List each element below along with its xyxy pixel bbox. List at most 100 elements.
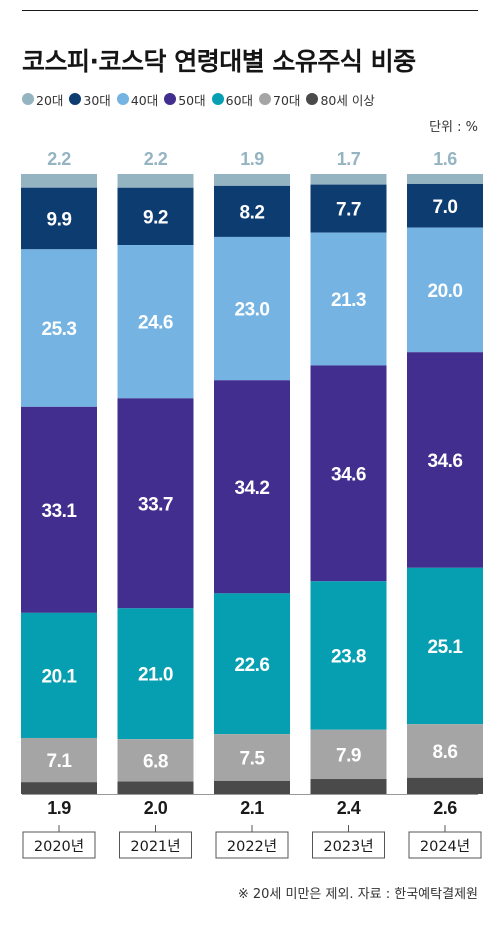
bar-segment	[117, 174, 194, 188]
category-label: 2020년	[34, 838, 84, 855]
bar-segment	[407, 174, 483, 184]
data-label: 20.0	[428, 281, 463, 302]
bar-segment	[214, 380, 290, 594]
category-label: 2021년	[130, 838, 180, 855]
bar-segment	[117, 245, 194, 399]
chart-legend: 20대 30대 40대 50대 60대 70대 80세 이상	[22, 89, 482, 109]
legend-item: 40대	[116, 90, 159, 109]
bar-segment	[407, 227, 483, 353]
data-label: 6.8	[143, 751, 168, 772]
data-label: 34.6	[331, 464, 366, 485]
unit-label: 단위 : %	[429, 120, 478, 135]
data-label: 7.7	[336, 200, 361, 221]
data-label: 7.5	[240, 749, 266, 770]
data-label: 9.2	[143, 207, 168, 228]
data-label: 7.9	[336, 745, 361, 766]
category-box	[22, 831, 96, 859]
bar-segment	[214, 174, 290, 186]
data-label: 20.1	[42, 666, 78, 687]
data-label: 2.6	[433, 798, 457, 818]
data-label: 1.9	[240, 149, 264, 169]
data-label: 9.9	[47, 210, 72, 231]
legend-item: 20대	[22, 90, 63, 109]
legend-swatch	[306, 93, 319, 105]
legend-label: 70대	[273, 92, 301, 108]
category-label: 2024년	[420, 838, 470, 855]
bar-segment	[21, 782, 97, 794]
data-label: 22.6	[235, 655, 270, 676]
bar-segment	[214, 593, 290, 735]
bar-segment	[21, 249, 97, 407]
bar-segment	[214, 185, 290, 237]
bar-segment	[117, 739, 194, 782]
data-label: 25.3	[42, 319, 77, 340]
legend-item: 70대	[259, 90, 300, 109]
bar-segment	[214, 780, 290, 794]
bar-segment	[21, 187, 97, 250]
legend-swatch	[164, 93, 177, 105]
bar-segment	[407, 777, 483, 794]
legend-label: 40대	[130, 92, 159, 108]
bar-segment	[310, 365, 387, 582]
data-label: 1.6	[433, 149, 457, 169]
legend-item: 60대	[211, 90, 254, 109]
bar-segment	[310, 174, 387, 185]
bar-segment	[407, 567, 483, 725]
legend-label: 50대	[178, 92, 206, 108]
bar-segment	[407, 352, 483, 568]
bar-segment	[214, 734, 290, 781]
legend-item: 50대	[164, 90, 206, 109]
legend-swatch	[22, 93, 34, 105]
category-box	[215, 831, 289, 859]
legend-swatch	[69, 93, 82, 105]
legend-label: 80세 이상	[320, 92, 375, 108]
bar-segment	[21, 612, 97, 738]
bar-segment	[407, 724, 483, 778]
legend-label: 60대	[225, 92, 254, 108]
bar-segment	[117, 187, 194, 246]
legend-swatch	[259, 93, 272, 105]
data-label: 23.8	[331, 647, 366, 668]
data-label: 34.6	[428, 451, 463, 472]
data-label: 7.0	[433, 197, 458, 218]
data-label: 8.6	[433, 742, 458, 763]
data-label: 1.7	[337, 149, 361, 169]
bar-segment	[117, 398, 194, 609]
category-label: 2023년	[323, 838, 373, 855]
bar-segment	[310, 779, 387, 794]
source-note: ※ 20세 미만은 제외. 자료 : 한국예탁결제원	[237, 887, 478, 902]
top-rule	[22, 10, 478, 11]
legend-item: 30대	[69, 90, 111, 109]
data-label: 1.9	[47, 798, 71, 818]
bar-segment	[117, 608, 194, 740]
data-label: 33.7	[138, 494, 173, 515]
bar-segment	[21, 737, 97, 783]
bar-segment	[21, 406, 97, 613]
bar-segment	[310, 184, 387, 233]
data-label: 2.2	[47, 149, 71, 169]
data-label: 34.2	[235, 478, 270, 499]
data-label: 24.6	[138, 313, 173, 334]
category-box	[312, 831, 385, 859]
chart-title: 코스피·코스닥 연령대별 소유주식 비중	[22, 47, 416, 76]
data-label: 8.2	[240, 202, 265, 223]
data-label: 23.0	[235, 300, 270, 321]
data-label: 7.1	[47, 751, 73, 772]
legend-swatch	[116, 93, 129, 105]
legend-swatch	[211, 93, 224, 105]
data-label: 21.0	[138, 665, 173, 686]
bar-segment	[21, 174, 97, 188]
legend-label: 30대	[83, 92, 111, 108]
data-label: 2.1	[240, 798, 264, 818]
data-label: 25.1	[428, 637, 464, 658]
bar-segment	[310, 581, 387, 730]
category-box	[119, 831, 192, 859]
bar-segment	[214, 236, 290, 381]
bar-segment	[117, 781, 194, 794]
data-label: 2.0	[144, 798, 168, 818]
legend-label: 20대	[36, 92, 64, 108]
bar-segment	[407, 183, 483, 228]
data-label: 33.1	[42, 501, 78, 522]
data-label: 21.3	[331, 290, 366, 311]
